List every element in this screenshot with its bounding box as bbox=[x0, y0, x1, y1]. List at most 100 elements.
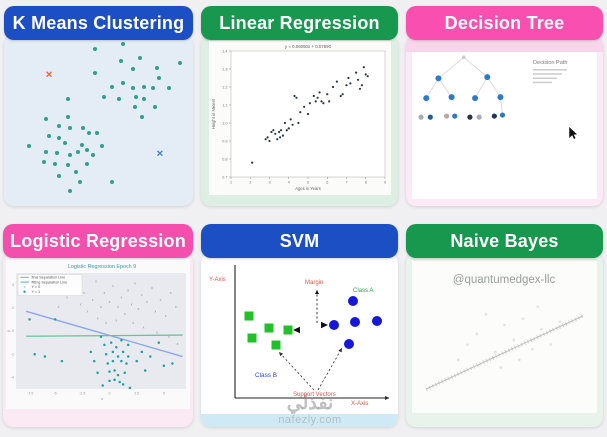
regression-equation-title: y = 0.06050x + 0.07690 bbox=[285, 44, 332, 49]
y0-point: x bbox=[168, 335, 170, 339]
decision-tree-card-title: Decision Tree bbox=[406, 6, 603, 40]
data-point bbox=[349, 82, 352, 85]
y-tick-label: 0.7 bbox=[222, 175, 227, 179]
tree-node bbox=[462, 55, 466, 60]
y1-point bbox=[120, 359, 123, 363]
y1-point bbox=[109, 341, 113, 344]
faint-point bbox=[493, 350, 497, 354]
cluster-point bbox=[119, 58, 124, 63]
y1-point bbox=[162, 364, 166, 368]
data-point bbox=[251, 161, 254, 164]
naive-bayes-card-title: Naive Bayes bbox=[406, 224, 603, 258]
kmeans-plot: ✕ ✕ bbox=[4, 35, 193, 206]
y-tick-label: 1.2 bbox=[222, 85, 227, 89]
arrow-line bbox=[317, 347, 343, 391]
y0-point: x bbox=[132, 321, 134, 325]
centroid-marker: ✕ bbox=[156, 148, 164, 159]
data-point bbox=[278, 130, 281, 134]
data-point bbox=[270, 130, 273, 134]
svm-class-a-label: Class A bbox=[353, 288, 373, 294]
cluster-point bbox=[47, 134, 52, 139]
faint-point bbox=[530, 347, 534, 351]
class-b-point bbox=[283, 325, 293, 335]
data-point bbox=[295, 96, 298, 99]
y1-point bbox=[128, 386, 132, 390]
svm-svg: Y-Axis X-Axis Margin Class A Class B Support … bbox=[209, 265, 389, 407]
cluster-point bbox=[94, 130, 99, 135]
faint-point bbox=[456, 358, 460, 362]
nbayes-plot-area: @quantumedgex-llc bbox=[412, 261, 597, 413]
data-point bbox=[268, 139, 271, 143]
cluster-point bbox=[157, 76, 162, 81]
x-tick-label: 4 bbox=[288, 181, 290, 185]
y-tick-label: 0.9 bbox=[222, 139, 227, 143]
y1-point bbox=[115, 345, 118, 349]
data-point bbox=[297, 121, 300, 125]
data-point bbox=[366, 75, 369, 78]
cluster-point bbox=[134, 94, 139, 99]
class-a-point bbox=[350, 317, 360, 327]
y1-point bbox=[89, 350, 93, 354]
data-point bbox=[345, 84, 348, 87]
class-b-point bbox=[271, 340, 281, 350]
y-tick-label: 4 bbox=[12, 283, 14, 287]
cluster-point bbox=[100, 144, 105, 149]
class-a-point bbox=[344, 339, 354, 349]
cluster-point bbox=[56, 135, 61, 140]
y0-point: x bbox=[124, 312, 126, 316]
y1-point bbox=[113, 369, 116, 372]
x-tick-label: 5 bbox=[163, 392, 165, 396]
svm-support-vectors-label: Support Vectors bbox=[293, 392, 336, 398]
class-b-point bbox=[247, 333, 257, 343]
support-vector-marker bbox=[293, 326, 300, 334]
data-point bbox=[283, 121, 286, 125]
faint-point bbox=[558, 320, 562, 324]
decision-path-text-line bbox=[533, 73, 562, 75]
y1-point bbox=[108, 370, 111, 373]
data-point bbox=[360, 84, 363, 87]
y1-point bbox=[99, 335, 103, 339]
cluster-point bbox=[121, 81, 126, 86]
svm-class-b-label: Class B bbox=[255, 372, 277, 379]
y0-point: x bbox=[155, 309, 157, 313]
cluster-point bbox=[121, 41, 126, 46]
cluster-point bbox=[66, 115, 71, 120]
faint-point bbox=[499, 366, 503, 369]
svm-diagram: Y-Axis X-Axis Margin Class A Class B Support … bbox=[201, 253, 398, 427]
y0-point: x bbox=[66, 296, 68, 300]
linreg-plot-area: y = 0.06050x + 0.07690 1 2 3 4 5 6 7 8 9 0.7 0.8 0.9… bbox=[209, 41, 391, 195]
y1-point bbox=[157, 341, 161, 344]
y0-point: x bbox=[105, 321, 107, 325]
faint-point bbox=[475, 332, 479, 336]
x-tick-label: 0 bbox=[109, 392, 111, 396]
cluster-point bbox=[151, 86, 156, 91]
arrow-head bbox=[338, 348, 342, 353]
naive-bayes-plot: @quantumedgex-llc bbox=[406, 253, 603, 427]
y-tick-label: -2 bbox=[11, 352, 14, 356]
y-axis-label: Height in Meters bbox=[211, 99, 216, 130]
svm-bottom-band bbox=[201, 414, 398, 427]
legend-swatch: x bbox=[24, 285, 26, 289]
x-tick-label: -2.5 bbox=[79, 392, 85, 396]
x-tick-label: 3 bbox=[268, 181, 270, 185]
faint-point bbox=[466, 343, 469, 346]
tree-node bbox=[491, 113, 497, 119]
cluster-point bbox=[102, 94, 107, 99]
y0-point: x bbox=[80, 302, 82, 306]
cluster-point bbox=[53, 161, 58, 166]
cluster-point bbox=[130, 86, 135, 91]
data-point bbox=[335, 80, 338, 83]
decision-path-text-line bbox=[533, 81, 552, 84]
data-point bbox=[341, 93, 344, 96]
tree-node bbox=[476, 114, 482, 120]
y1-point bbox=[106, 362, 110, 365]
x-tick-label: 7 bbox=[345, 181, 347, 185]
class-a-point bbox=[329, 320, 339, 330]
faint-point bbox=[536, 305, 540, 308]
cluster-point bbox=[166, 86, 171, 91]
y1-point bbox=[116, 355, 120, 358]
data-point bbox=[308, 102, 312, 105]
data-point bbox=[289, 118, 292, 121]
